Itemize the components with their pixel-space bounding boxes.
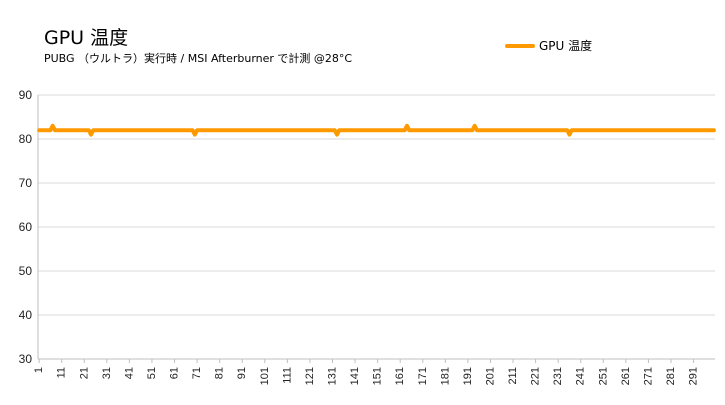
- x-tick-label: 251: [597, 367, 609, 385]
- x-tick-label: 181: [439, 367, 451, 385]
- x-tick-label: 231: [552, 367, 564, 385]
- x-tick-label: 221: [530, 367, 542, 385]
- x-tick-label: 11: [56, 367, 68, 378]
- x-tick-label: 211: [507, 367, 519, 385]
- legend-label: GPU 温度: [539, 39, 593, 53]
- legend-swatch: [505, 44, 535, 48]
- x-tick-label: 161: [394, 367, 406, 385]
- x-tick-label: 241: [575, 367, 587, 385]
- x-tick-label: 1: [33, 367, 45, 373]
- x-tick-label: 41: [123, 367, 135, 379]
- grid-lines: [37, 94, 715, 360]
- y-tick-label: 30: [19, 352, 33, 366]
- chart-title: GPU 温度: [44, 27, 129, 49]
- x-tick-label: 131: [326, 367, 338, 385]
- x-tick-label: 61: [169, 367, 181, 379]
- x-tick-label: 121: [304, 367, 316, 385]
- x-tick-label: 91: [236, 367, 248, 379]
- x-tick-label: 171: [417, 367, 429, 385]
- chart-subtitle: PUBG （ウルトラ）実行時 / MSI Afterburner で計測 @28…: [44, 52, 353, 65]
- x-tick-label: 31: [101, 367, 113, 379]
- x-tick-label: 291: [688, 367, 700, 385]
- x-tick-label: 81: [214, 367, 226, 379]
- x-tick-label: 141: [349, 367, 361, 385]
- legend: GPU 温度: [505, 38, 592, 54]
- series-line-0: [37, 123, 716, 137]
- x-tick-label: 101: [259, 367, 271, 385]
- x-tick-label: 111: [281, 367, 293, 384]
- x-tick-label: 151: [372, 367, 384, 385]
- x-tick-label: 51: [146, 367, 158, 379]
- x-tick-label: 201: [484, 367, 496, 385]
- x-axis-ticks: 1 11 21 31 41 51 61 71 81 91 101 111 121 131 141 151 161…: [33, 359, 700, 385]
- y-tick-label: 80: [19, 132, 33, 146]
- y-tick-label: 50: [19, 264, 33, 278]
- x-tick-label: 71: [191, 367, 203, 379]
- x-tick-label: 271: [642, 367, 654, 385]
- y-tick-label: 40: [19, 308, 33, 322]
- y-tick-label: 70: [19, 176, 33, 190]
- x-tick-label: 21: [78, 367, 90, 379]
- y-tick-label: 60: [19, 220, 33, 234]
- x-tick-label: 281: [665, 367, 677, 385]
- y-axis-ticks: 30 40 50 60 70 80 90: [19, 88, 33, 366]
- series-group: [37, 123, 716, 137]
- y-tick-label: 90: [19, 88, 33, 102]
- x-tick-label: 191: [462, 367, 474, 385]
- x-tick-label: 261: [620, 367, 632, 385]
